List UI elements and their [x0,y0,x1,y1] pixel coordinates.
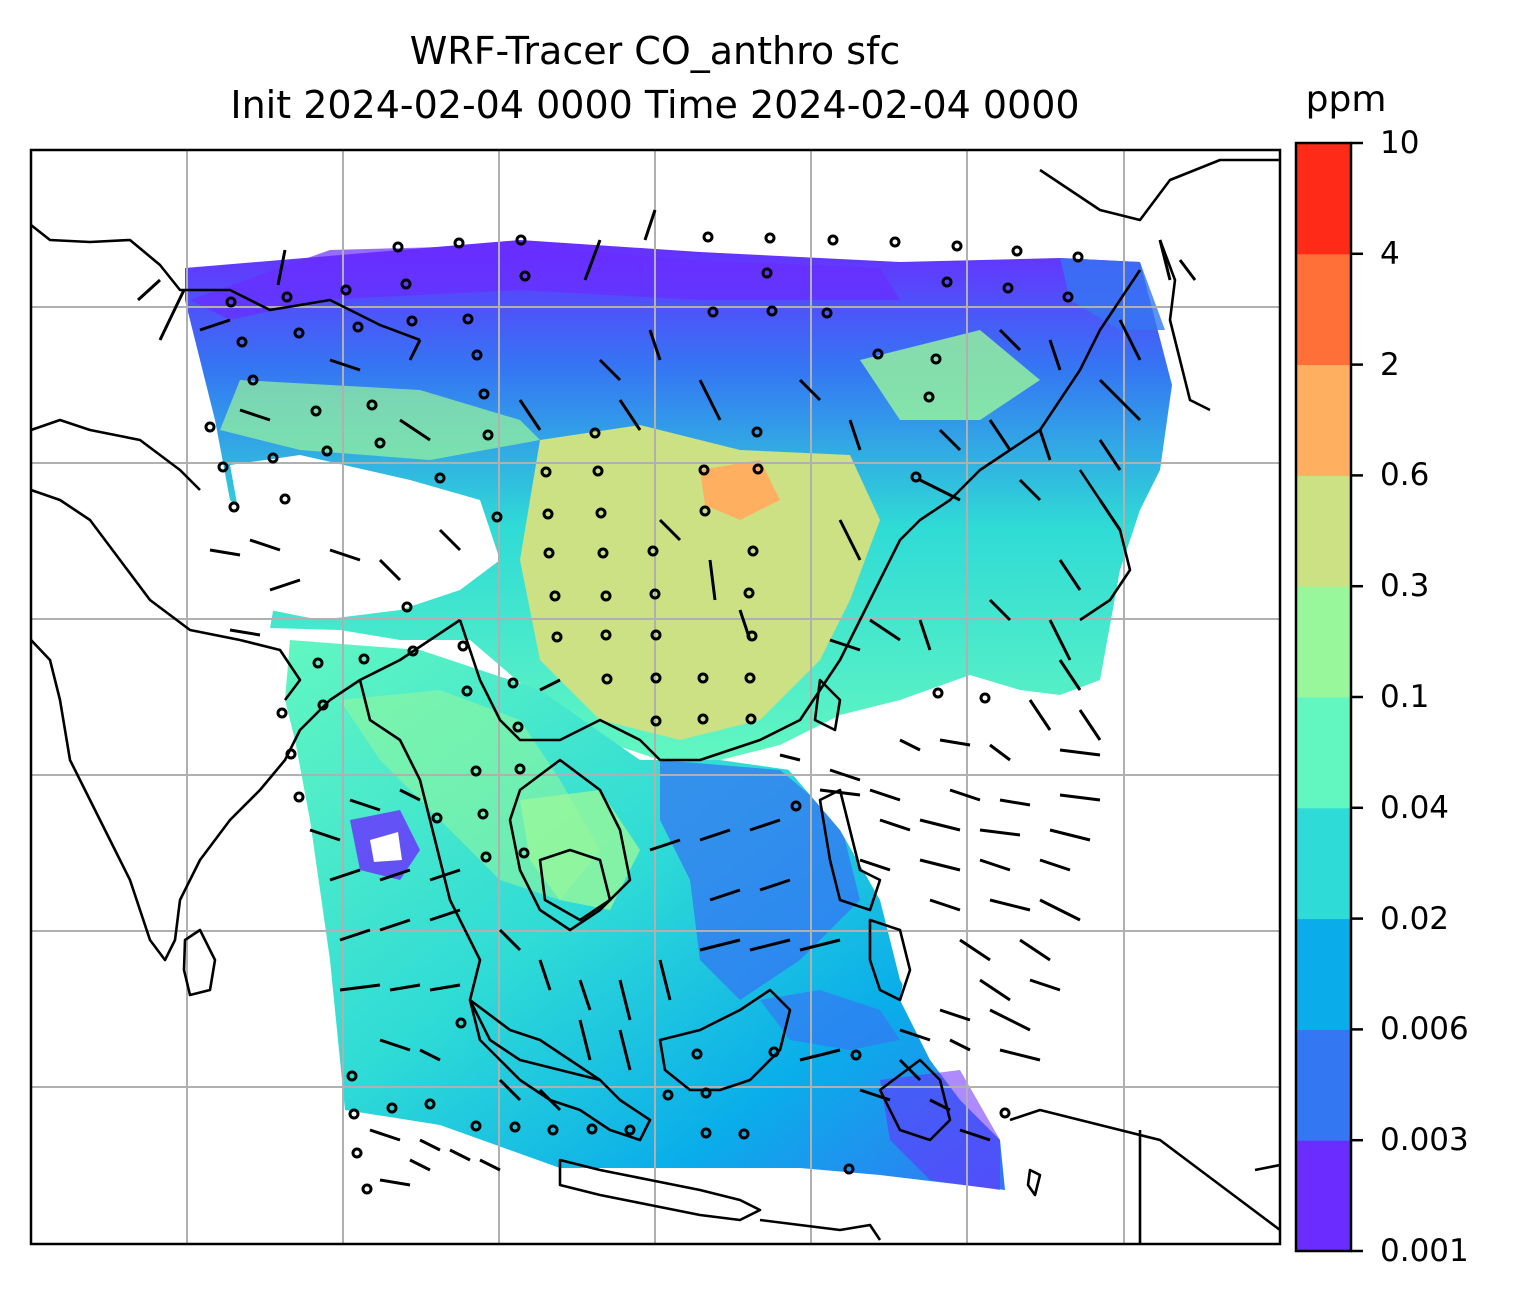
colorbar-band [1296,697,1351,809]
colorbar-tick-label: 0.003 [1380,1122,1469,1159]
colorbar-tick-label: 0.1 [1380,679,1430,715]
colorbar-band [1296,475,1351,587]
map-title-line-2: Init 2024-02-04 0000 Time 2024-02-04 000… [230,83,1080,127]
colorbar-unit-label: ppm [1305,79,1387,120]
colorbar-band [1296,1029,1351,1141]
colorbar-tick-label: 4 [1380,235,1400,272]
colorbar-band [1296,253,1351,366]
colorbar-tick-label: 0.6 [1380,457,1430,494]
colorbar-tick-label: 0.04 [1380,789,1450,826]
colorbar-band [1296,364,1351,476]
colorbar-tick-label: 0.3 [1380,568,1430,605]
colorbar-tick-label: 10 [1380,125,1420,161]
colorbar-band [1296,586,1351,698]
gridlines [31,150,1280,1244]
wind-barbs [136,209,1197,1195]
colorbar-tick-label: 2 [1380,346,1400,383]
co-concentration-field [185,240,1172,1190]
coastlines [31,158,1280,1244]
colorbar [1296,143,1351,1252]
colorbar-band [1296,807,1351,920]
colorbar-ticks [1351,141,1363,1253]
map-frame [29,148,1282,1246]
colorbar-tick-label: 0.006 [1380,1011,1469,1048]
colorbar-band [1296,1140,1351,1252]
colorbar-band [1296,143,1351,255]
map-plot-area [31,150,1280,1244]
colorbar-tick-label: 0.02 [1380,900,1450,937]
colorbar-tick-label: 0.001 [1380,1233,1469,1269]
colorbar-band [1296,918,1351,1030]
map-title-line-1: WRF-Tracer CO_anthro sfc [409,29,901,73]
